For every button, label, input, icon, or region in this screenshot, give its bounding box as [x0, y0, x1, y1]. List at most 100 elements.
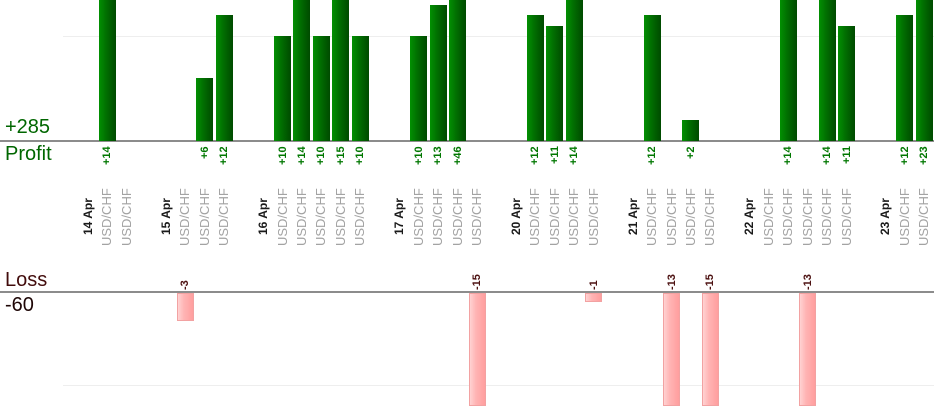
trade-symbol-label: USD/CHF — [177, 188, 193, 246]
profit-bar — [312, 36, 330, 141]
profit-bar — [526, 15, 544, 141]
trade-symbol-label: USD/CHF — [410, 188, 426, 246]
profit-value-label: +10 — [354, 146, 367, 165]
loss-axis-label: Loss — [5, 269, 48, 291]
date-label: 16 Apr — [256, 198, 271, 236]
trade-symbol-label: USD/CHF — [546, 188, 562, 246]
profit-bar — [98, 0, 116, 141]
loss-bar — [701, 293, 719, 406]
profit-bar — [565, 0, 583, 141]
profit-value-label: +12 — [898, 146, 911, 165]
trade-symbol-label: USD/CHF — [799, 188, 815, 246]
date-label: 17 Apr — [392, 198, 407, 236]
profit-bar — [429, 4, 447, 141]
trade-symbol-label: USD/CHF — [644, 188, 660, 246]
profit-bar — [351, 36, 369, 141]
profit-bar — [274, 36, 291, 141]
date-label: 15 Apr — [158, 198, 173, 236]
loss-value-label: -13 — [801, 274, 814, 290]
loss-bar — [585, 293, 603, 303]
trade-symbol-label: USD/CHF — [838, 188, 854, 246]
loss-value-label: -1 — [587, 280, 600, 290]
profit-value-label: +10 — [315, 146, 328, 165]
profit-value-label: +11 — [840, 146, 853, 165]
trade-symbol-label: USD/CHF — [352, 188, 368, 246]
loss-axis-line — [0, 291, 934, 293]
profit-bar — [293, 0, 311, 141]
trade-symbol-label: USD/CHF — [332, 188, 348, 246]
loss-value-label: -15 — [471, 274, 483, 290]
profit-total: +285 — [5, 116, 51, 138]
date-label: 21 Apr — [625, 198, 640, 236]
loss-value-label: -15 — [704, 274, 717, 290]
profit-value-label: +12 — [646, 146, 659, 165]
profit-bar — [818, 0, 836, 141]
profit-value-label: +6 — [198, 146, 211, 159]
profit-value-label: +2 — [684, 146, 697, 159]
loss-value-label: -13 — [665, 274, 678, 290]
profit-bar — [779, 0, 797, 141]
profit-bar — [682, 120, 700, 141]
loss-total: -60 — [5, 294, 34, 316]
profit-value-label: +15 — [334, 146, 347, 165]
profit-value-label: +14 — [782, 146, 795, 165]
profit-bar — [643, 15, 661, 141]
trade-symbol-label: USD/CHF — [313, 188, 329, 246]
date-label: 20 Apr — [508, 198, 523, 236]
profit-value-label: +23 — [918, 146, 931, 165]
profit-bar — [546, 25, 564, 141]
trade-symbol-label: USD/CHF — [780, 188, 796, 246]
trade-symbol-label: USD/CHF — [682, 188, 698, 246]
trade-symbol-label: USD/CHF — [430, 188, 446, 246]
trade-symbol-label: USD/CHF — [819, 188, 835, 246]
profit-axis-line — [0, 140, 934, 142]
trade-symbol-label: USD/CHF — [469, 188, 484, 246]
profit-bar — [449, 0, 467, 141]
trade-symbol-label: USD/CHF — [196, 188, 212, 246]
profit-value-label: +11 — [548, 146, 561, 165]
loss-bar — [663, 293, 680, 406]
trade-symbol-label: USD/CHF — [916, 188, 932, 246]
profit-bar — [215, 15, 233, 141]
profit-bar — [896, 15, 914, 141]
trade-symbol-label: USD/CHF — [760, 188, 776, 246]
trade-symbol-label: USD/CHF — [896, 188, 912, 246]
date-label: 23 Apr — [878, 198, 893, 236]
profit-value-label: +14 — [568, 146, 581, 165]
trade-symbol-label: USD/CHF — [663, 188, 679, 246]
profit-value-label: +12 — [218, 146, 231, 165]
profit-bar — [915, 0, 933, 141]
profit-value-label: +14 — [101, 146, 114, 165]
trade-symbol-label: USD/CHF — [585, 188, 601, 246]
profit-value-label: +46 — [451, 146, 464, 165]
trade-symbol-label: USD/CHF — [99, 188, 115, 246]
date-label: 14 Apr — [81, 198, 95, 236]
trade-symbol-label: USD/CHF — [118, 188, 134, 246]
profit-value-label: +14 — [295, 146, 308, 165]
loss-bar — [799, 293, 817, 406]
profit-gridline — [63, 36, 934, 37]
profit-value-label: +14 — [821, 146, 834, 165]
loss-bar — [176, 293, 194, 321]
profit-bar — [196, 78, 214, 141]
loss-bar — [468, 293, 486, 406]
profit-bar — [410, 36, 428, 141]
trade-symbol-label: USD/CHF — [566, 188, 582, 246]
trade-symbol-label: USD/CHF — [702, 188, 718, 246]
trade-symbol-label: USD/CHF — [527, 188, 543, 246]
profit-bar — [332, 0, 350, 141]
profit-bar — [838, 25, 856, 141]
profit-value-label: +13 — [432, 146, 445, 165]
loss-value-label: -3 — [179, 280, 192, 290]
profit-axis-label: Profit — [5, 143, 52, 165]
trade-symbol-label: USD/CHF — [216, 188, 232, 246]
trade-symbol-label: USD/CHF — [274, 188, 290, 246]
profit-value-label: +10 — [412, 146, 425, 165]
trade-symbol-label: USD/CHF — [293, 188, 309, 246]
trade-symbol-label: USD/CHF — [449, 188, 465, 246]
profit-value-label: +10 — [276, 146, 289, 165]
loss-gridline — [63, 385, 934, 386]
date-label: 22 Apr — [742, 198, 757, 236]
profit-value-label: +12 — [529, 146, 542, 165]
